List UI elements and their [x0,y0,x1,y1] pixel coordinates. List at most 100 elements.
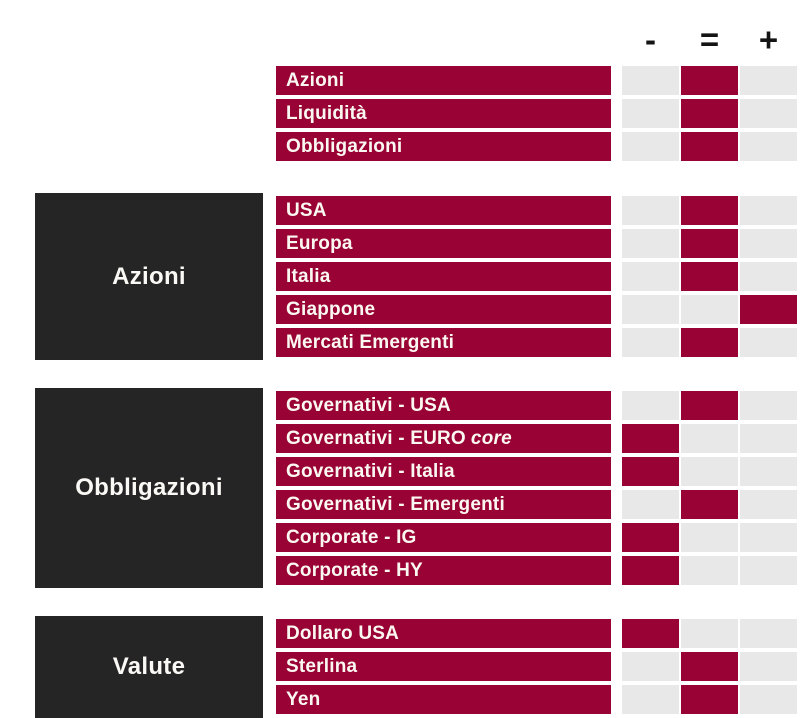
cell-equal [681,66,738,95]
row-label-bar: Sterlina [276,652,611,681]
cell-plus [740,295,797,324]
cell-minus [622,262,679,291]
cell-equal [681,490,738,519]
rating-cells [622,132,798,161]
row-label: Italia [286,265,331,287]
cell-minus [622,424,679,453]
cell-equal [681,424,738,453]
rating-cells [622,490,798,519]
rating-cells [622,619,798,648]
rating-cells [622,523,798,552]
cell-minus [622,457,679,486]
table-row: Corporate - HY [0,556,800,585]
row-label-bar: Giappone [276,295,611,324]
cell-equal [681,556,738,585]
row-label: Mercati Emergenti [286,331,455,353]
cell-equal [681,685,738,714]
cell-plus [740,424,797,453]
group-label-obbligazioni: Obbligazioni [35,388,263,588]
table-row: Giappone [0,295,800,324]
row-label-bar: Italia [276,262,611,291]
column-header-plus-icon: + [758,20,779,58]
table-row: Dollaro USA [0,619,800,648]
row-label-bar: Governativi - USA [276,391,611,420]
rating-cells [622,457,798,486]
table-row: Governativi - USA [0,391,800,420]
cell-equal [681,132,738,161]
table-row: Liquidità [0,99,800,128]
table-row: Azioni [0,66,800,95]
row-label-bar: USA [276,196,611,225]
cell-plus [740,328,797,357]
rating-cells [622,424,798,453]
cell-equal [681,391,738,420]
cell-minus [622,619,679,648]
cell-plus [740,99,797,128]
cell-equal [681,295,738,324]
row-label-bar: Liquidità [276,99,611,128]
row-label-bar: Corporate - IG [276,523,611,552]
cell-minus [622,652,679,681]
cell-plus [740,490,797,519]
column-header-equal-icon: = [699,20,720,58]
cell-equal [681,229,738,258]
section-macro: Azioni Liquidità Obbligazioni [0,66,800,161]
table-row: Italia [0,262,800,291]
row-label-bar: Corporate - HY [276,556,611,585]
cell-plus [740,685,797,714]
cell-equal [681,99,738,128]
rating-cells [622,685,798,714]
table-row: Corporate - IG [0,523,800,552]
row-label-bar: Governativi - Emergenti [276,490,611,519]
table-row: Yen [0,685,800,714]
table-row: Sterlina [0,652,800,681]
cell-plus [740,391,797,420]
cell-equal [681,652,738,681]
cell-plus [740,523,797,552]
cell-plus [740,457,797,486]
section-valute: Valute Dollaro USA Sterlina Yen [0,616,800,718]
row-label-italic: core [470,427,512,449]
cell-minus [622,229,679,258]
cell-plus [740,132,797,161]
row-label-bar: Mercati Emergenti [276,328,611,357]
row-label: Liquidità [286,102,367,124]
row-label: Azioni [286,69,345,91]
table-row: Obbligazioni [0,132,800,161]
cell-plus [740,229,797,258]
column-header-minus-icon: - [645,20,656,58]
cell-minus [622,132,679,161]
section-azioni: Azioni USA Europa Italia [0,193,800,360]
cell-equal [681,328,738,357]
table-row: Governativi - Emergenti [0,490,800,519]
rating-cells [622,295,798,324]
cell-equal [681,523,738,552]
row-label: Dollaro USA [286,622,400,644]
rating-cells [622,262,798,291]
cell-plus [740,262,797,291]
row-label: USA [286,199,327,221]
cell-equal [681,619,738,648]
table-row: USA [0,196,800,225]
cell-minus [622,490,679,519]
cell-minus [622,685,679,714]
table-row: Mercati Emergenti [0,328,800,357]
row-label-bar: Obbligazioni [276,132,611,161]
row-label: Corporate - HY [286,559,423,581]
row-label-bar: Azioni [276,66,611,95]
cell-equal [681,457,738,486]
row-label: Governativi - USA [286,394,451,416]
cell-minus [622,295,679,324]
table-row: Europa [0,229,800,258]
cell-plus [740,619,797,648]
rating-cells [622,556,798,585]
cell-minus [622,556,679,585]
section-obbligazioni: Obbligazioni Governativi - USA Governati… [0,388,800,588]
cell-minus [622,391,679,420]
rating-cells [622,99,798,128]
row-label-bar: Yen [276,685,611,714]
row-label: Sterlina [286,655,358,677]
rating-cells [622,391,798,420]
row-label: Europa [286,232,353,254]
